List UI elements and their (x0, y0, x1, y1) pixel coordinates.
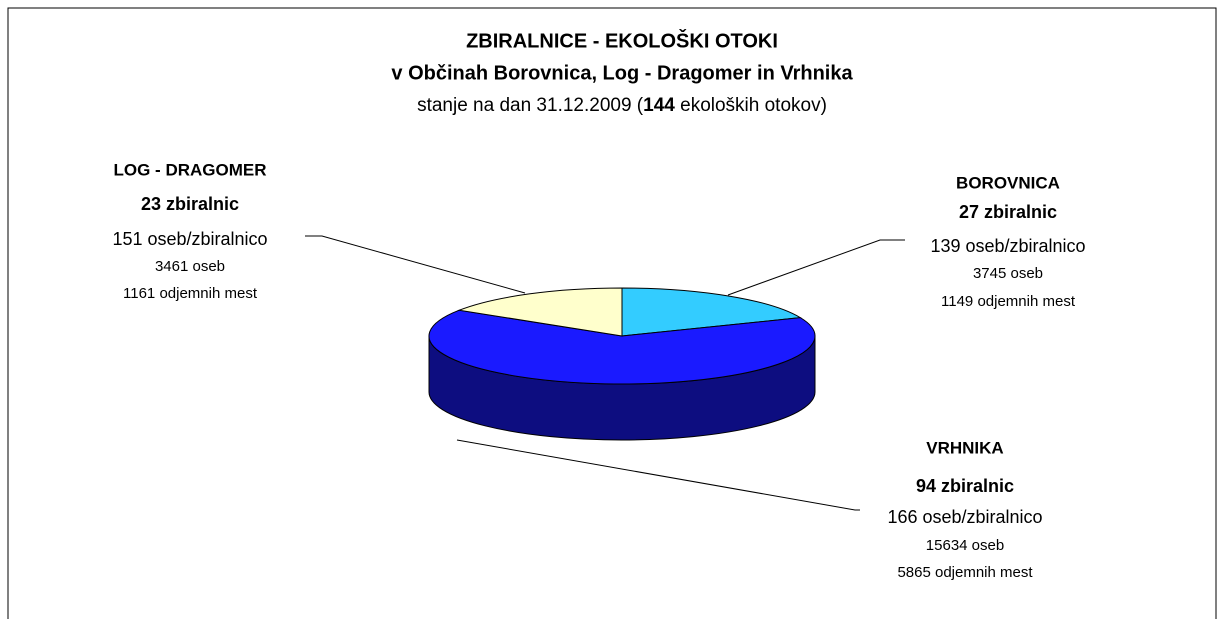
slice-label: BOROVNICA (956, 173, 1060, 192)
leader-line (305, 235, 526, 294)
chart-frame (7, 7, 1217, 619)
slice-detail: 5865 odjemnih mest (897, 564, 1033, 581)
leader-line (727, 239, 905, 296)
chart-title: ZBIRALNICE - EKOLOŠKI OTOKI (466, 28, 778, 52)
leader-line (456, 439, 860, 511)
slice-detail: 15634 oseb (926, 537, 1004, 554)
data-label: 94 zbiralnic (916, 476, 1014, 496)
slice-detail: 166 oseb/zbiralnico (887, 507, 1042, 527)
slice-label: LOG - DRAGOMER (114, 160, 267, 179)
slice-detail: 3461 oseb (155, 258, 225, 275)
slice (457, 287, 623, 337)
chart-subtitle: v Občinah Borovnica, Log - Dragomer in V… (391, 62, 853, 84)
slice (428, 309, 816, 385)
slice (621, 287, 802, 337)
data-label: 27 zbiralnic (959, 202, 1057, 222)
slice-label: VRHNIKA (926, 438, 1003, 457)
slice-detail: 1161 odjemnih mest (123, 285, 258, 302)
slice-detail: 139 oseb/zbiralnico (930, 236, 1085, 256)
slice-detail: 3745 oseb (973, 265, 1043, 282)
subtitle-text: stanje na dan 31.12.2009 ( (417, 95, 644, 116)
slice-detail: 1149 odjemnih mest (941, 293, 1076, 310)
chart-subtitle: stanje na dan 31.12.2009 (144 ekoloških … (417, 95, 827, 116)
subtitle-text: ekoloških otokov) (675, 95, 827, 116)
subtitle-bold: 144 (643, 95, 675, 116)
data-label: 23 zbiralnic (141, 194, 239, 214)
slice-detail: 151 oseb/zbiralnico (112, 229, 267, 249)
